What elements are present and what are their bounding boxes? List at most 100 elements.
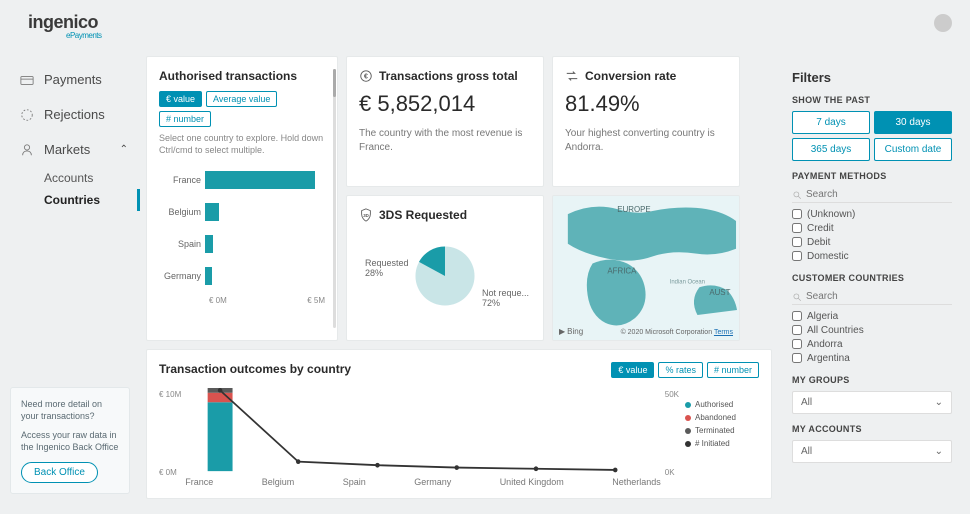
- bar-label: Germany: [159, 271, 205, 281]
- check-item[interactable]: Argentina: [792, 351, 952, 365]
- date-30days[interactable]: 30 days: [874, 111, 952, 134]
- bar-label: Belgium: [159, 207, 205, 217]
- check-item[interactable]: Domestic: [792, 249, 952, 263]
- accounts-select[interactable]: All⌄: [792, 440, 952, 463]
- search-icon: [792, 292, 802, 302]
- card-authorised: Authorised transactions € value Average …: [146, 56, 338, 341]
- cc-list: Algeria All Countries Andorra Argentina: [792, 309, 952, 365]
- nav-payments[interactable]: Payments: [0, 62, 140, 97]
- terms-link[interactable]: Terms: [714, 329, 733, 336]
- date-custom[interactable]: Custom date: [874, 138, 952, 161]
- back-office-button[interactable]: Back Office: [21, 462, 98, 483]
- metric-value: 81.49%: [565, 91, 727, 117]
- check-item[interactable]: Credit: [792, 221, 952, 235]
- date-7days[interactable]: 7 days: [792, 111, 870, 134]
- avatar-icon[interactable]: [934, 14, 952, 32]
- search-input[interactable]: [806, 189, 952, 200]
- metric-sub: The country with the most revenue is Fra…: [359, 127, 531, 155]
- arrows-icon: [565, 69, 579, 83]
- search-input[interactable]: [806, 291, 952, 302]
- axis-label: € 5M: [307, 296, 325, 305]
- pill-rates[interactable]: % rates: [658, 362, 703, 378]
- chevron-up-icon: ⌃: [120, 144, 128, 155]
- card-title: 3D 3DS Requested: [359, 208, 531, 222]
- svg-text:EUROPE: EUROPE: [617, 205, 650, 214]
- bar-label: France: [159, 175, 205, 185]
- donut-chart: Requested28% Not reque...72%: [359, 230, 531, 322]
- check-item[interactable]: Debit: [792, 235, 952, 249]
- filters-title: Filters: [792, 70, 952, 85]
- y-axis-right: 50K0K: [661, 388, 679, 495]
- check-item[interactable]: All Countries: [792, 323, 952, 337]
- check-item[interactable]: Andorra: [792, 337, 952, 351]
- svg-text:3D: 3D: [363, 213, 369, 218]
- filter-label: PAYMENT METHODS: [792, 171, 952, 181]
- money-icon: €: [359, 69, 373, 83]
- line-chart: FranceBelgiumSpainGermanyUnited KingdomN…: [185, 388, 661, 495]
- subnav-accounts[interactable]: Accounts: [44, 167, 140, 189]
- pill-value[interactable]: € value: [159, 91, 202, 107]
- card-conversion: Conversion rate 81.49% Your highest conv…: [552, 56, 740, 187]
- svg-text:Indian Ocean: Indian Ocean: [670, 279, 705, 285]
- chevron-down-icon: ⌄: [935, 446, 943, 457]
- metric-sub: Your highest converting country is Andor…: [565, 127, 727, 155]
- svg-text:AFRICA: AFRICA: [607, 266, 637, 275]
- pill-number[interactable]: # number: [159, 111, 211, 127]
- card-3ds: 3D 3DS Requested Requested28% Not reque.…: [346, 195, 544, 341]
- world-map: EUROPE AFRICA AUST Indian Ocean: [553, 196, 739, 340]
- pill-avg[interactable]: Average value: [206, 91, 277, 107]
- filters-panel: Filters SHOW THE PAST 7 days 30 days 365…: [780, 56, 964, 514]
- legend: Authorised Abandoned Terminated # Initia…: [679, 388, 759, 495]
- card-map[interactable]: EUROPE AFRICA AUST Indian Ocean ▶Bing © …: [552, 195, 740, 341]
- metric-value: € 5,852,014: [359, 91, 531, 117]
- reject-icon: [20, 108, 34, 122]
- help-text: Need more detail on your transactions?: [21, 398, 119, 423]
- filter-label: MY GROUPS: [792, 375, 952, 385]
- nav-label: Markets: [44, 142, 90, 157]
- axis-label: € 0M: [209, 296, 227, 305]
- shield-icon: 3D: [359, 208, 373, 222]
- svg-text:AUST: AUST: [709, 288, 730, 297]
- help-text: Access your raw data in the Ingenico Bac…: [21, 429, 119, 454]
- card-title: Conversion rate: [565, 69, 727, 83]
- sidebar: Payments Rejections Markets ⌃ Accounts C…: [0, 0, 140, 514]
- scrollbar[interactable]: [333, 69, 336, 328]
- y-axis-left: € 10M€ 0M: [159, 388, 185, 495]
- card-outcomes: Transaction outcomes by country € value …: [146, 349, 772, 499]
- donut-label-requested: Requested28%: [365, 258, 409, 278]
- x-axis: FranceBelgiumSpainGermanyUnited KingdomN…: [185, 477, 661, 487]
- person-icon: [20, 143, 34, 157]
- pm-list: (Unknown) Credit Debit Domestic: [792, 207, 952, 263]
- brand-logo: ingenicoePayments: [28, 12, 102, 40]
- groups-select[interactable]: All⌄: [792, 391, 952, 414]
- check-item[interactable]: Algeria: [792, 309, 952, 323]
- filter-label: SHOW THE PAST: [792, 95, 952, 105]
- hint-text: Select one country to explore. Hold down…: [159, 133, 325, 156]
- pill-number[interactable]: # number: [707, 362, 759, 378]
- pill-value[interactable]: € value: [611, 362, 654, 378]
- pm-search[interactable]: [792, 187, 952, 203]
- filter-label: MY ACCOUNTS: [792, 424, 952, 434]
- card-icon: [20, 73, 34, 87]
- donut-label-notrequested: Not reque...72%: [482, 288, 529, 308]
- card-title: Authorised transactions: [159, 69, 325, 83]
- bar-label: Spain: [159, 239, 205, 249]
- chevron-down-icon: ⌄: [935, 397, 943, 408]
- nav-rejections[interactable]: Rejections: [0, 97, 140, 132]
- subnav-countries[interactable]: Countries: [44, 189, 140, 211]
- card-title: Transaction outcomes by country: [159, 362, 351, 376]
- svg-text:€: €: [364, 74, 368, 81]
- date-365days[interactable]: 365 days: [792, 138, 870, 161]
- nav-label: Rejections: [44, 107, 105, 122]
- filter-label: CUSTOMER COUNTRIES: [792, 273, 952, 283]
- nav-label: Payments: [44, 72, 102, 87]
- help-box: Need more detail on your transactions? A…: [10, 387, 130, 494]
- cc-search[interactable]: [792, 289, 952, 305]
- check-item[interactable]: (Unknown): [792, 207, 952, 221]
- map-attribution: ▶Bing: [559, 327, 583, 336]
- card-gross-total: € Transactions gross total € 5,852,014 T…: [346, 56, 544, 187]
- nav-markets[interactable]: Markets ⌃: [0, 132, 140, 167]
- map-copyright: © 2020 Microsoft Corporation Terms: [621, 329, 733, 336]
- hbar-chart: France Belgium Spain Germany € 0M € 5M: [159, 164, 325, 328]
- search-icon: [792, 190, 802, 200]
